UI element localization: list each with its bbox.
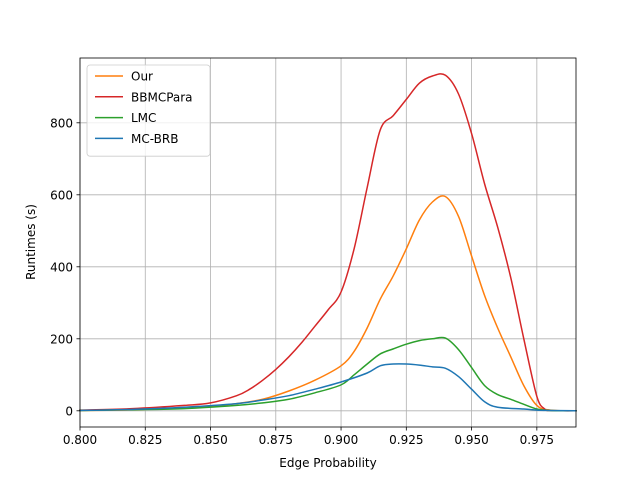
- legend: Our BBMCPara LMC MC-BRB: [86, 64, 211, 157]
- x-tick-label: 0.800: [63, 433, 97, 447]
- x-tick-label: 0.875: [259, 433, 293, 447]
- y-tick-label: 0: [65, 404, 73, 418]
- x-axis-ticks: 0.800 0.825 0.850 0.875 0.900 0.925 0.950 0.975: [63, 427, 554, 447]
- y-tick-label: 800: [50, 116, 73, 130]
- x-tick-label: 0.900: [324, 433, 358, 447]
- series-line-lmc: [79, 336, 577, 412]
- x-axis-label: Edge Probability: [279, 456, 376, 470]
- x-tick-label: 0.950: [454, 433, 488, 447]
- legend-label: MC-BRB: [131, 132, 178, 146]
- y-tick-label: 400: [50, 260, 73, 274]
- series-line-bbmcpara: [79, 73, 577, 412]
- legend-label: BBMCPara: [131, 90, 193, 104]
- x-tick-label: 0.850: [193, 433, 227, 447]
- legend-box: [86, 64, 211, 157]
- x-tick-label: 0.825: [128, 433, 162, 447]
- legend-label: Our: [131, 70, 153, 84]
- x-tick-label: 0.925: [389, 433, 423, 447]
- x-tick-label: 0.975: [520, 433, 554, 447]
- plot-frame: [79, 57, 577, 428]
- y-tick-label: 200: [50, 332, 73, 346]
- y-axis-ticks: 0 200 400 600 800: [50, 116, 80, 418]
- y-axis-label: Runtimes (s): [24, 204, 38, 280]
- legend-label: LMC: [131, 111, 156, 125]
- series-lines: [79, 73, 577, 412]
- series-line-mc-brb: [79, 363, 577, 412]
- y-tick-label: 600: [50, 188, 73, 202]
- grid-lines: [79, 58, 576, 427]
